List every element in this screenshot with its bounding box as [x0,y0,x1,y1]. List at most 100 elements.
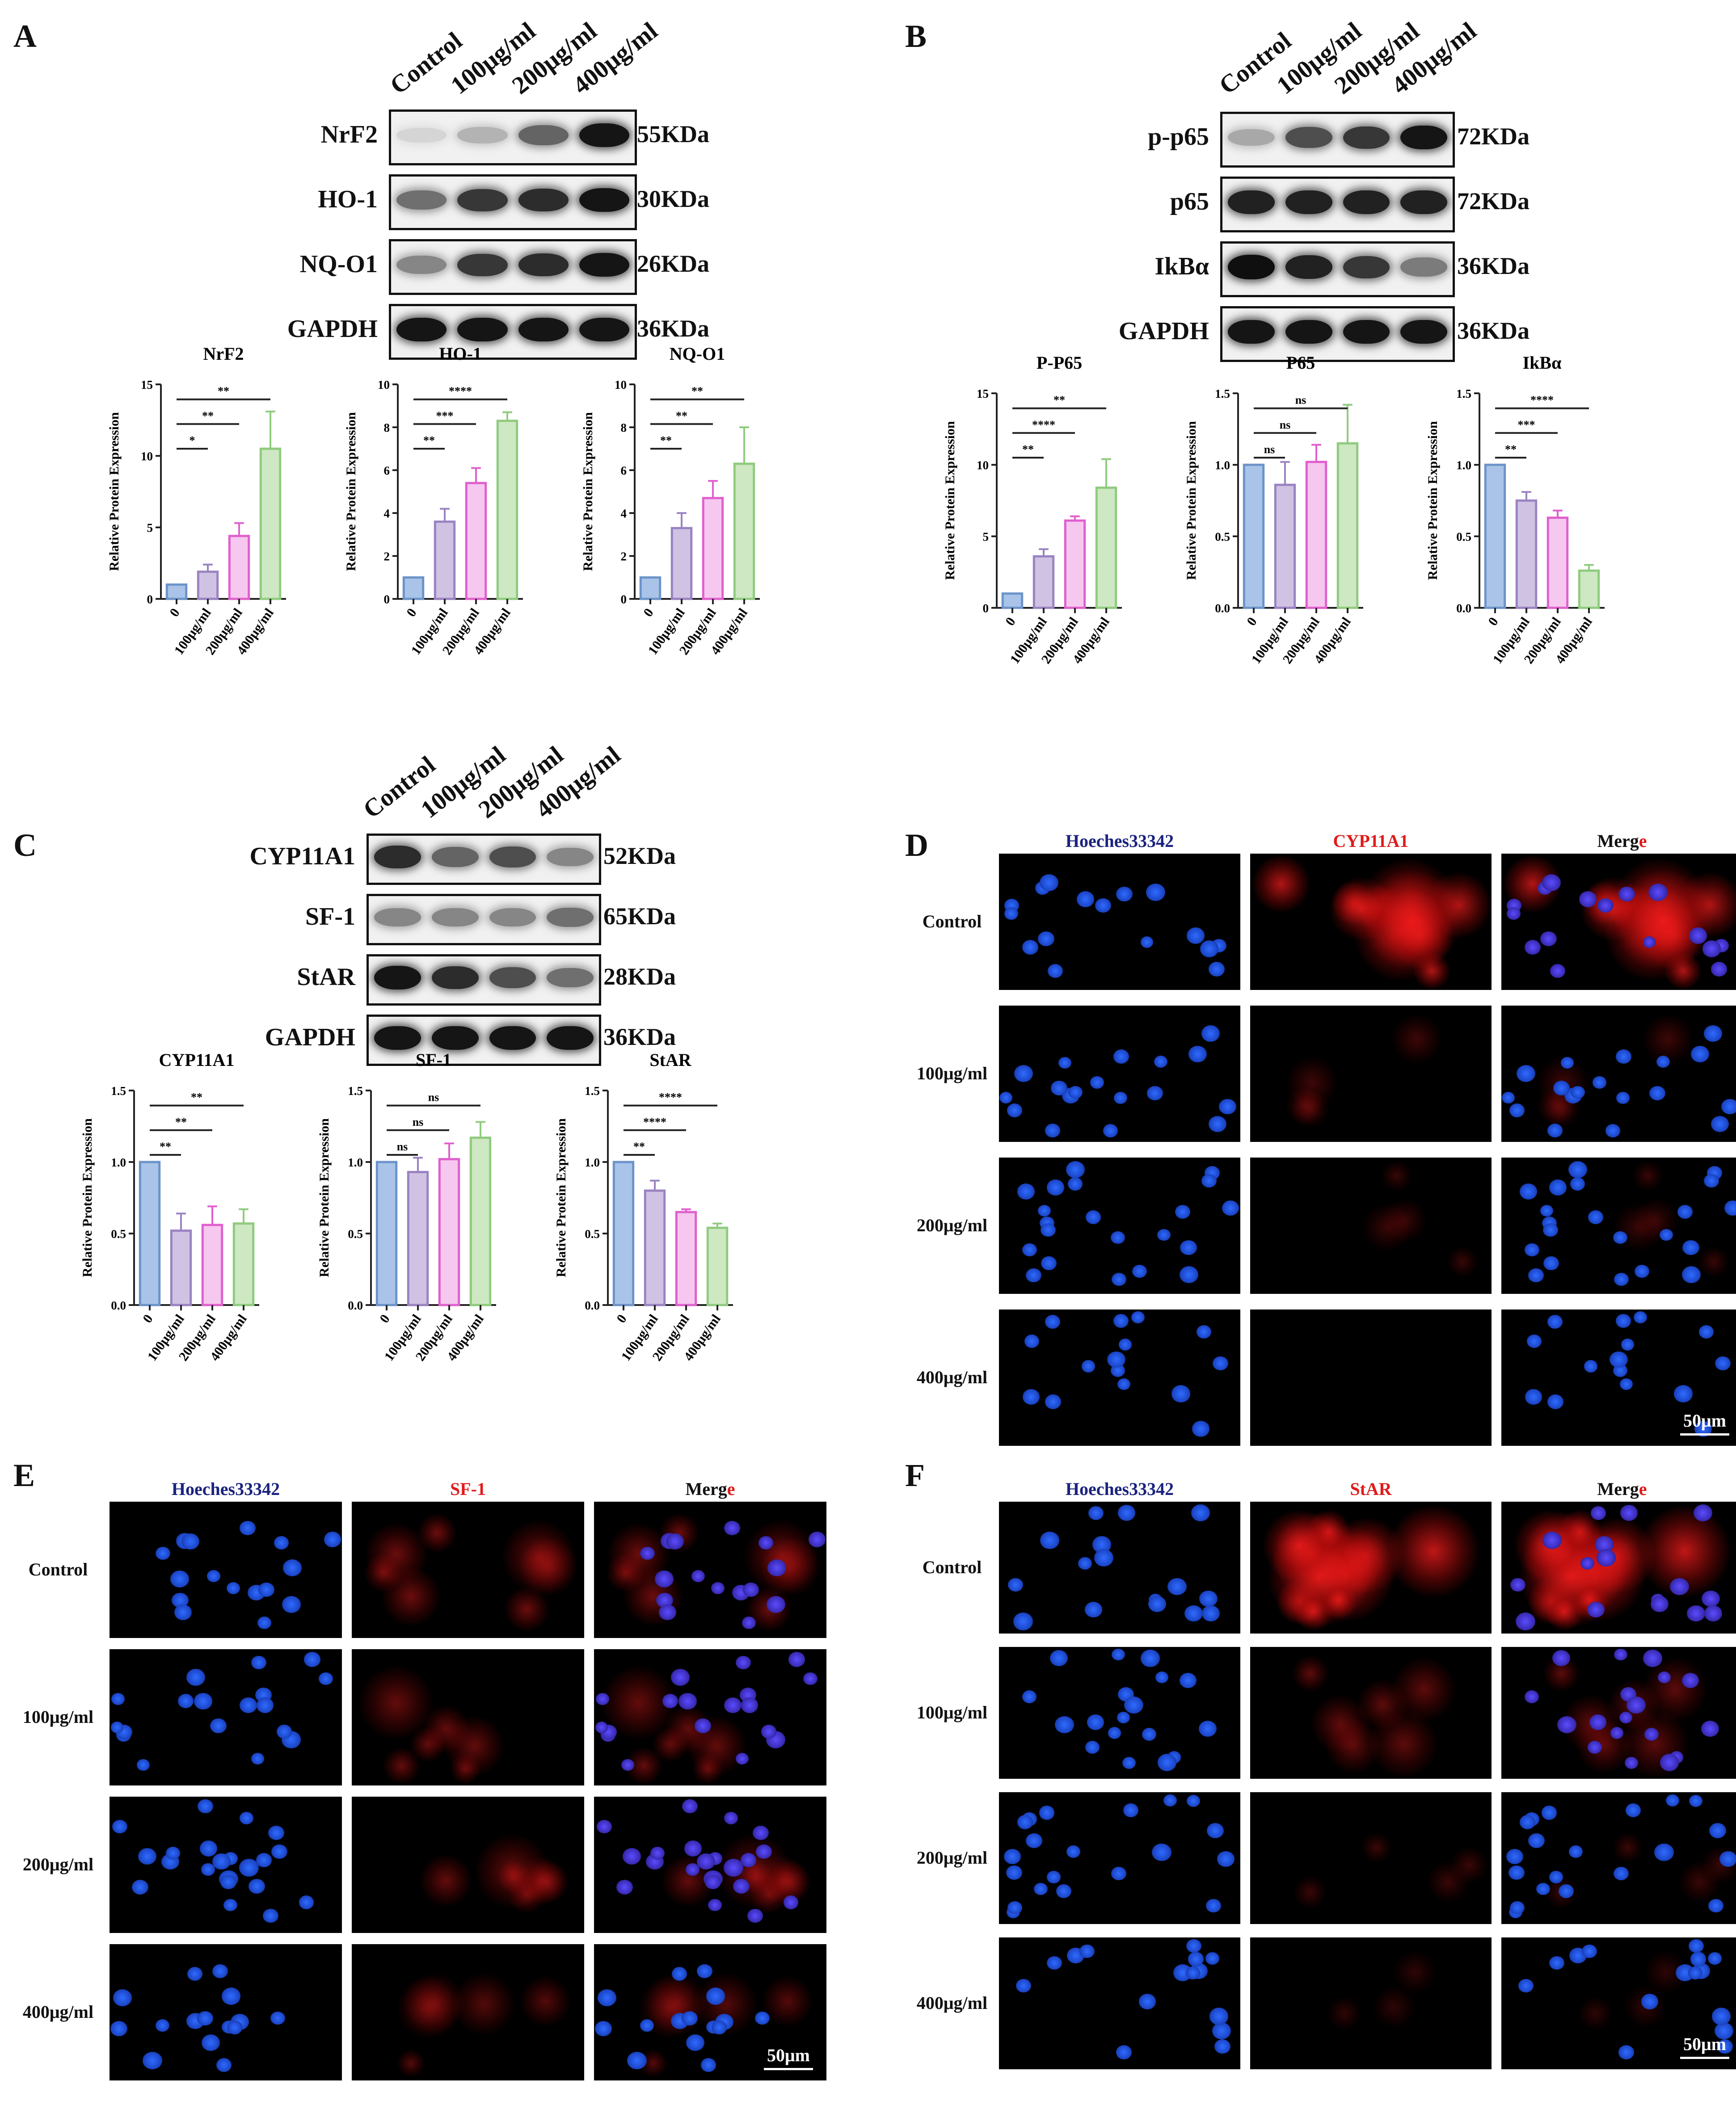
nucleus [1205,1952,1220,1965]
nucleus [1621,1338,1635,1351]
marker-image [352,1797,584,1933]
nucleus [282,1596,301,1613]
nucleus [622,1848,641,1865]
red-signal [396,1977,459,2039]
y-tick-label: 1.5 [348,1084,363,1098]
blot-band [1343,320,1390,344]
red-signal [1320,1582,1357,1619]
red-signal [397,2049,425,2077]
significance-label: ** [1505,443,1517,456]
nucleus [671,1669,690,1686]
nucleus [1087,1714,1104,1730]
nucleus [256,1853,272,1867]
merge-image [1501,1006,1736,1142]
red-signal [1311,1695,1369,1753]
red-signal [410,1726,446,1762]
y-tick-label: 0.5 [1456,530,1471,543]
nucleus [681,2011,698,2026]
nucleus [1590,1506,1606,1520]
nucleus [1056,1884,1072,1899]
x-tick-label: 0 [1485,615,1501,628]
chart-svg: IkBα Relative Protein Expression 0.0 0.5 1.0… [1425,353,1605,666]
bar [1032,555,1055,609]
nucleus [1141,936,1154,948]
nucleus [1579,891,1597,907]
nucleus [210,1718,227,1734]
nucleus [1615,1049,1632,1064]
nucleus [1186,1939,1201,1953]
nucleus [684,1840,702,1857]
merge-header-suffix: e [1639,831,1647,851]
nucleus [640,1546,655,1560]
hoechst-image [999,1158,1240,1294]
y-tick-label: 0.0 [585,1299,600,1312]
red-signal [1293,1876,1327,1909]
merge-image [1501,1158,1736,1294]
marker-image [1250,1647,1492,1779]
bar [197,570,219,600]
marker-header: StAR [1350,1479,1392,1499]
nucleus [1046,1956,1062,1970]
nucleus [240,1697,257,1714]
chart-y-label: Relative Protein Expression [1425,421,1440,580]
nucleus [1122,1757,1136,1769]
nucleus [1045,1394,1062,1410]
scale-bar-label: 50μm [1683,1411,1726,1431]
significance-label: **** [449,385,472,398]
red-signal [1327,1996,1362,2031]
red-signal [1286,1057,1338,1109]
blot-band [489,846,536,868]
chart-y-label: Relative Protein Expression [943,421,957,580]
merge-header-prefix: Merg [685,1479,727,1499]
red-signal [444,1715,504,1776]
nucleus [304,1652,321,1667]
nucleus [596,1693,610,1705]
nucleus [1157,1229,1171,1241]
nucleus [753,1826,769,1840]
bar-chart: P65 Relative Protein Expression 0.0 0.5 1.0 1… [1184,353,1372,697]
nucleus [1209,2008,1229,2025]
nucleus [1047,964,1063,978]
nucleus [1081,1360,1095,1373]
bar [1578,569,1600,609]
bar-chart: NrF2 Relative Protein Expression 0 5 10 15 0 10… [107,344,295,688]
y-tick-label: 0.0 [111,1299,126,1312]
y-tick-label: 1.0 [585,1156,600,1169]
y-tick-label: 10 [378,378,390,392]
nucleus [1068,1086,1083,1099]
nucleus [1206,1899,1221,1912]
nucleus [1549,1871,1563,1883]
red-signal [1292,1655,1329,1692]
nucleus [1543,1256,1559,1271]
red-signal [422,1705,470,1753]
significance-label: ns [413,1116,424,1128]
significance-label: ** [1053,394,1065,407]
blot-band [547,907,594,927]
y-tick-label: 5 [983,530,989,543]
nucleus [1644,1728,1659,1741]
nucleus [594,2021,612,2037]
chart-title: StAR [649,1050,691,1070]
blot-protein-label: GAPDH [287,315,378,343]
nucleus [1013,1613,1033,1630]
nucleus [1117,1505,1135,1521]
nucleus [1681,1672,1699,1689]
blot-strip [1220,177,1455,232]
hoechst-image [999,1937,1240,2069]
blot-protein-label: p65 [1170,187,1209,215]
nucleus [1641,1994,1659,2010]
panel-letter-c: C [13,827,37,863]
blot-protein-label: IkBα [1155,252,1209,280]
nucleus [1196,1325,1211,1339]
nucleus [155,2019,169,2032]
red-signal [1357,1680,1408,1731]
nucleus [1708,1952,1722,1965]
nucleus [1199,1721,1217,1737]
dose-row-label: 100μg/ml [22,1706,94,1727]
chart-title: P-P65 [1037,353,1082,373]
marker-header: CYP11A1 [1333,831,1409,851]
dose-row-label: Control [922,911,982,931]
nucleus [1508,1865,1525,1880]
nucleus [256,1697,274,1713]
red-signal [365,1523,428,1586]
